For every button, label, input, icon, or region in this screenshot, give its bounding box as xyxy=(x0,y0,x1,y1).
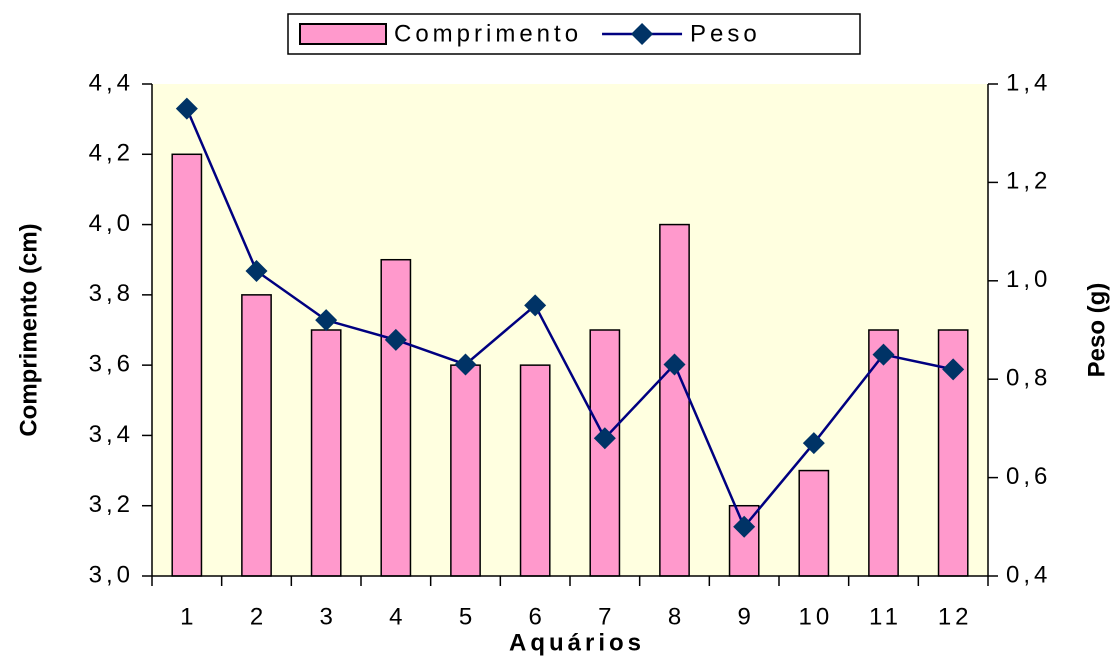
y2-tick-label: 1,0 xyxy=(1006,266,1051,293)
marker xyxy=(733,515,756,538)
y2-axis-label: Peso (g) xyxy=(1083,283,1110,378)
bar xyxy=(241,294,272,577)
plot-area xyxy=(152,84,988,576)
marker xyxy=(802,432,825,455)
y2-tick-label: 0,8 xyxy=(1006,365,1051,392)
legend-label: Peso xyxy=(690,20,761,47)
x-tick-label: 8 xyxy=(668,603,685,630)
legend-swatch xyxy=(299,23,387,45)
x-tick-label: 3 xyxy=(319,603,336,630)
bar xyxy=(519,364,551,577)
y-tick-label: 3,0 xyxy=(89,561,134,588)
marker xyxy=(175,97,198,120)
line xyxy=(185,108,954,530)
marker xyxy=(593,427,616,450)
bar xyxy=(659,223,690,577)
y2-tick-label: 0,6 xyxy=(1006,463,1051,490)
marker xyxy=(454,353,477,376)
y-tick-label: 3,6 xyxy=(89,350,134,377)
bar xyxy=(310,329,342,577)
marker xyxy=(245,259,268,282)
x-tick-label: 10 xyxy=(798,603,833,630)
bar xyxy=(171,153,203,577)
bar xyxy=(450,364,481,577)
x-axis-label: Aquários xyxy=(509,629,645,656)
y-tick-label: 4,2 xyxy=(89,140,134,167)
bar xyxy=(380,258,412,577)
y-tick-label: 4,0 xyxy=(89,210,134,237)
y-tick-label: 3,8 xyxy=(89,280,134,307)
marker xyxy=(872,343,895,366)
x-tick-label: 6 xyxy=(528,603,545,630)
y2-tick-label: 1,4 xyxy=(1006,69,1051,96)
y-tick-label: 3,4 xyxy=(89,421,134,448)
x-tick-label: 9 xyxy=(737,603,754,630)
legend-marker xyxy=(631,23,654,45)
marker xyxy=(315,309,338,332)
y-tick-label: 4,4 xyxy=(89,69,134,96)
marker xyxy=(663,353,686,376)
x-tick-label: 4 xyxy=(389,603,406,630)
bar xyxy=(589,329,621,577)
y-tick-label: 3,2 xyxy=(89,491,134,518)
x-tick-label: 2 xyxy=(250,603,267,630)
marker xyxy=(942,358,965,381)
legend-label: Comprimento xyxy=(394,20,582,47)
x-tick-label: 1 xyxy=(180,603,197,630)
x-tick-label: 11 xyxy=(869,603,902,630)
y2-tick-label: 1,2 xyxy=(1006,168,1051,195)
x-tick-label: 12 xyxy=(938,603,973,630)
x-tick-label: 5 xyxy=(459,603,476,630)
marker xyxy=(384,328,407,351)
x-tick-label: 7 xyxy=(598,603,615,630)
bar xyxy=(798,469,830,577)
marker xyxy=(524,294,547,317)
y-axis-label: Comprimento (cm) xyxy=(15,223,42,436)
y2-tick-label: 0,4 xyxy=(1006,561,1051,588)
bar xyxy=(868,329,899,577)
